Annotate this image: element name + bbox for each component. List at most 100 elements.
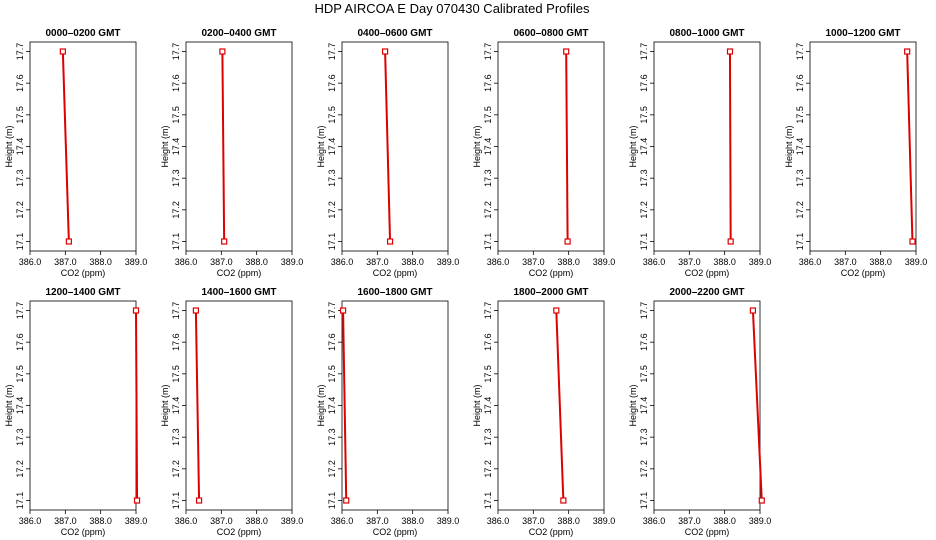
x-axis-label: CO2 (ppm): [685, 268, 730, 278]
y-tick-label: 17.6: [483, 74, 493, 92]
x-tick-label: 388.0: [89, 257, 112, 267]
panel-title: 2000–2200 GMT: [669, 287, 744, 298]
panel-title: 1600–1800 GMT: [357, 287, 432, 298]
panel-title: 0800–1000 GMT: [669, 28, 744, 39]
y-axis-label: Height (m): [4, 384, 14, 426]
x-tick-label: 388.0: [713, 257, 736, 267]
data-point: [564, 238, 571, 245]
data-point: [563, 48, 570, 55]
panel-title: 1000–1200 GMT: [825, 28, 900, 39]
y-tick-label: 17.3: [483, 169, 493, 187]
y-tick-label: 17.5: [171, 106, 181, 124]
x-tick-label: 386.0: [487, 516, 510, 526]
data-point: [133, 497, 141, 504]
x-axis-label: CO2 (ppm): [217, 527, 262, 537]
profile-line: [384, 51, 392, 242]
x-tick-label: 387.0: [678, 516, 701, 526]
x-tick-label: 388.0: [401, 257, 424, 267]
data-point: [727, 238, 734, 245]
profile-line: [342, 310, 348, 501]
x-tick-label: 386.0: [331, 257, 354, 267]
plot-frame: [185, 41, 293, 252]
data-point: [219, 48, 226, 55]
x-tick-label: 388.0: [245, 516, 268, 526]
y-tick-label: 17.4: [483, 397, 493, 415]
x-tick-label: 388.0: [557, 516, 580, 526]
x-tick-label: 389.0: [281, 257, 304, 267]
y-axis-label: Height (m): [160, 384, 170, 426]
x-tick-label: 387.0: [210, 257, 233, 267]
panel: 1200–1400 GMT 386.0 387.0 388.0 389.0 17.1 17.…: [4, 287, 147, 537]
y-axis-label: Height (m): [472, 125, 482, 167]
y-tick-label: 17.1: [795, 233, 805, 251]
x-tick-label: 386.0: [331, 516, 354, 526]
y-tick-label: 17.1: [327, 233, 337, 251]
x-axis-label: CO2 (ppm): [529, 268, 574, 278]
y-tick-label: 17.3: [327, 428, 337, 446]
x-tick-label: 386.0: [19, 257, 42, 267]
x-tick-label: 387.0: [210, 516, 233, 526]
data-point: [726, 48, 734, 55]
y-tick-label: 17.4: [795, 138, 805, 156]
y-tick-label: 17.2: [15, 201, 25, 219]
y-tick-label: 17.2: [639, 201, 649, 219]
x-tick-label: 386.0: [19, 516, 42, 526]
y-tick-label: 17.6: [639, 333, 649, 351]
y-tick-label: 17.7: [15, 302, 25, 320]
y-tick-label: 17.5: [639, 106, 649, 124]
y-axis-label: Height (m): [628, 384, 638, 426]
y-tick-label: 17.7: [171, 43, 181, 61]
profile-line: [565, 51, 569, 242]
x-tick-label: 388.0: [713, 516, 736, 526]
x-tick-label: 388.0: [245, 257, 268, 267]
y-tick-label: 17.4: [171, 397, 181, 415]
data-point: [132, 307, 140, 314]
panel: 0600–0800 GMT 386.0 387.0 388.0 389.0 17.1 17.…: [472, 28, 615, 278]
x-tick-label: 388.0: [401, 516, 424, 526]
x-tick-label: 389.0: [125, 257, 148, 267]
y-tick-label: 17.7: [795, 43, 805, 61]
x-axis-label: CO2 (ppm): [61, 527, 106, 537]
y-tick-label: 17.2: [795, 201, 805, 219]
y-axis-label: Height (m): [628, 125, 638, 167]
y-tick-label: 17.1: [483, 233, 493, 251]
x-tick-label: 387.0: [54, 516, 77, 526]
plot-frame: [809, 41, 917, 252]
x-tick-label: 387.0: [366, 516, 389, 526]
y-tick-label: 17.7: [327, 302, 337, 320]
y-tick-label: 17.3: [327, 169, 337, 187]
plot-frame: [497, 41, 605, 252]
y-tick-label: 17.5: [327, 365, 337, 383]
profile-line: [61, 51, 70, 242]
y-tick-label: 17.5: [15, 365, 25, 383]
panel: 1800–2000 GMT 386.0 387.0 388.0 389.0 17.1 17.…: [472, 287, 615, 537]
x-axis-label: CO2 (ppm): [217, 268, 262, 278]
data-point: [909, 238, 916, 245]
x-tick-label: 389.0: [593, 257, 616, 267]
x-tick-label: 389.0: [749, 257, 772, 267]
y-tick-label: 17.1: [15, 492, 25, 510]
x-tick-label: 387.0: [522, 516, 545, 526]
y-axis-label: Height (m): [472, 384, 482, 426]
panel: 0800–1000 GMT 386.0 387.0 388.0 389.0 17.1 17.…: [628, 28, 771, 278]
panel: 1600–1800 GMT 386.0 387.0 388.0 389.0 17.1 17.…: [316, 287, 459, 537]
y-tick-label: 17.4: [639, 138, 649, 156]
panel: 1000–1200 GMT 386.0 387.0 388.0 389.0 17.1 17.…: [784, 28, 927, 278]
y-axis-label: Height (m): [784, 125, 794, 167]
profile-line: [751, 310, 763, 501]
x-tick-label: 387.0: [834, 257, 857, 267]
x-tick-label: 386.0: [643, 257, 666, 267]
panel-title: 1200–1400 GMT: [45, 287, 120, 298]
y-axis-label: Height (m): [4, 125, 14, 167]
x-tick-label: 389.0: [749, 516, 772, 526]
plot-frame: [29, 41, 137, 252]
plot-frame: [653, 300, 761, 511]
panel-title: 1800–2000 GMT: [513, 287, 588, 298]
y-tick-label: 17.7: [483, 302, 493, 320]
y-tick-label: 17.1: [15, 233, 25, 251]
y-tick-label: 17.3: [483, 428, 493, 446]
y-tick-label: 17.2: [639, 460, 649, 478]
y-tick-label: 17.2: [327, 201, 337, 219]
y-tick-label: 17.3: [639, 169, 649, 187]
